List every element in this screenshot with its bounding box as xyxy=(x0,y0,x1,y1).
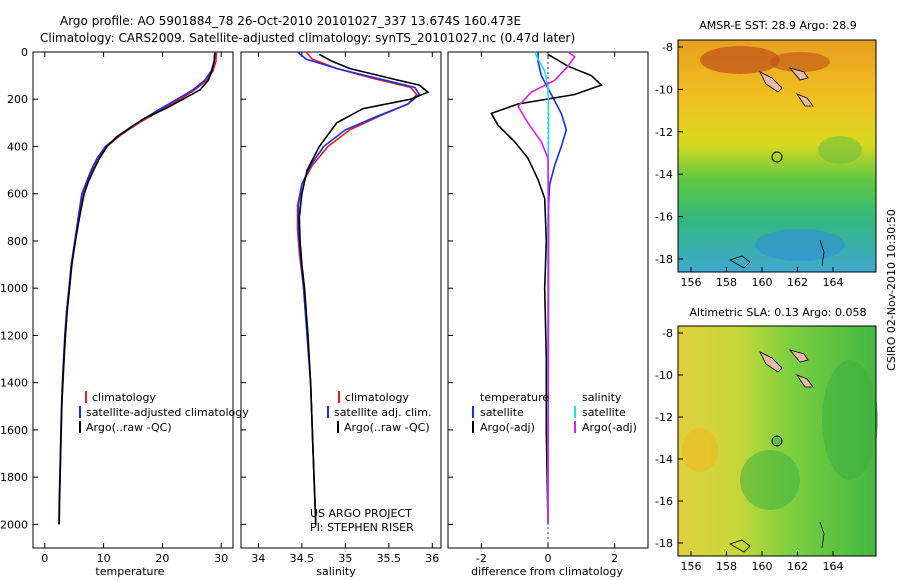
legend-temp-satellite: satellite xyxy=(480,406,524,419)
series-line-temperature-argo-adj- xyxy=(490,53,603,525)
temperature-legend: climatology satellite-adjusted climatolo… xyxy=(79,391,249,434)
header-line-2: Climatology: CARS2009. Satellite-adjuste… xyxy=(40,31,575,45)
x-tick-label: -2 xyxy=(476,552,487,565)
difference-xlabel: difference from climatology xyxy=(471,565,623,578)
x-tick-label: 36 xyxy=(425,552,439,565)
map-x-tick-label: 156 xyxy=(681,276,702,289)
legend-sal-argo-diff: Argo(-adj) xyxy=(582,421,637,434)
map-y-tick-label: -18 xyxy=(655,253,673,266)
x-tick-label: 2 xyxy=(611,552,618,565)
y-tick-label: 1800 xyxy=(0,471,28,484)
map-x-tick-label: 162 xyxy=(787,276,808,289)
salinity-plot: 34 34.5 35 35.5 36 xyxy=(251,51,439,565)
difference-plot: -2 0 2 xyxy=(476,51,618,565)
map-y-tick-label: -14 xyxy=(655,453,673,466)
legend-satellite-adjusted: satellite-adjusted climatology xyxy=(86,406,249,419)
legend-sal-satellite: satellite adj. clim. xyxy=(334,406,431,419)
map-y-tick-label: -16 xyxy=(655,211,673,224)
y-tick-label: 400 xyxy=(7,140,28,153)
legend-sal-argo: Argo(..raw -QC) xyxy=(344,421,430,434)
salinity-panel-frame xyxy=(240,51,442,549)
map-x-tick-label: 164 xyxy=(823,276,844,289)
series-line-temperature-satellite xyxy=(537,52,568,525)
x-tick-label: 0 xyxy=(545,552,552,565)
sla-map-ticks: -8 -10 -12 -14 -16 -18 156 158 160 162 164 xyxy=(655,327,843,573)
x-tick-label: 20 xyxy=(155,552,169,565)
sst-map xyxy=(677,39,877,273)
map-y-tick-label: -16 xyxy=(655,495,673,508)
series-line-climatology xyxy=(296,51,418,525)
y-tick-label: 2000 xyxy=(0,518,28,531)
legend-argo: Argo(..raw -QC) xyxy=(86,421,172,434)
map-y-tick-label: -10 xyxy=(655,369,673,382)
map-x-tick-label: 164 xyxy=(823,560,844,573)
map-y-tick-label: -12 xyxy=(655,126,673,139)
map-y-tick-label: -10 xyxy=(655,83,673,96)
map-x-tick-label: 158 xyxy=(716,560,737,573)
series-line-argo-raw-qc- xyxy=(298,53,430,525)
sla-map xyxy=(677,325,878,557)
sst-map-ticks: -8 -10 -12 -14 -16 -18 156 158 160 162 164 xyxy=(655,41,843,289)
y-tick-label: 1400 xyxy=(0,377,28,390)
map-y-tick-label: -12 xyxy=(655,411,673,424)
sst-map-title: AMSR-E SST: 28.9 Argo: 28.9 xyxy=(699,19,857,32)
y-tick-label: 200 xyxy=(7,93,28,106)
x-tick-label: 30 xyxy=(214,552,228,565)
difference-legend: temperature satellite Argo(-adj) salinit… xyxy=(472,391,637,434)
legend-salinity-title: salinity xyxy=(582,391,622,404)
map-y-tick-label: -14 xyxy=(655,168,673,181)
map-y-tick-label: -8 xyxy=(662,327,673,340)
map-x-tick-label: 160 xyxy=(752,276,773,289)
map-y-tick-label: -8 xyxy=(662,41,673,54)
y-tick-label: 600 xyxy=(7,188,28,201)
map-x-tick-label: 162 xyxy=(787,560,808,573)
map-x-tick-label: 156 xyxy=(681,560,702,573)
legend-climatology: climatology xyxy=(92,391,156,404)
legend-temperature-title: temperature xyxy=(480,391,549,404)
legend-sal-satellite-diff: satellite xyxy=(582,406,626,419)
x-tick-label: 34 xyxy=(251,552,265,565)
x-tick-label: 34.5 xyxy=(290,552,315,565)
legend-temp-argo: Argo(-adj) xyxy=(480,421,535,434)
y-tick-label: 1000 xyxy=(0,282,28,295)
timestamp-label: CSIRO 02-Nov-2010 10:30:50 xyxy=(885,209,898,371)
temperature-xlabel: temperature xyxy=(95,565,164,578)
sla-map-title: Altimetric SLA: 0.13 Argo: 0.058 xyxy=(689,306,866,319)
map-y-tick-label: -18 xyxy=(655,537,673,550)
header-line-1: Argo profile: AO 5901884_78 26-Oct-2010 … xyxy=(60,14,521,28)
x-tick-label: 35.5 xyxy=(377,552,402,565)
series-line-argo-raw-qc- xyxy=(58,53,216,525)
temperature-panel-frame xyxy=(32,51,234,549)
legend-sal-climatology: climatology xyxy=(345,391,409,404)
project-label: US ARGO PROJECT xyxy=(310,507,412,520)
x-tick-label: 35 xyxy=(338,552,352,565)
y-tick-label: 0 xyxy=(21,46,28,59)
y-tick-label: 800 xyxy=(7,235,28,248)
series-line-satellite-adj-clim- xyxy=(296,51,421,525)
pi-label: PI: STEPHEN RISER xyxy=(310,521,414,534)
salinity-legend: climatology satellite adj. clim. Argo(..… xyxy=(310,391,431,534)
map-x-tick-label: 160 xyxy=(752,560,773,573)
y-tick-label: 1600 xyxy=(0,424,28,437)
salinity-xlabel: salinity xyxy=(316,565,356,578)
temperature-plot: 0 10 20 30 xyxy=(41,51,228,565)
y-tick-label: 1200 xyxy=(0,329,28,342)
map-x-tick-label: 158 xyxy=(716,276,737,289)
x-tick-label: 10 xyxy=(97,552,111,565)
series-line-salinity-argo-adj- xyxy=(517,51,576,525)
x-tick-label: 0 xyxy=(41,552,48,565)
depth-axis: 0 200 400 600 800 1000 1200 1400 1600 1800 2000 xyxy=(0,46,453,531)
